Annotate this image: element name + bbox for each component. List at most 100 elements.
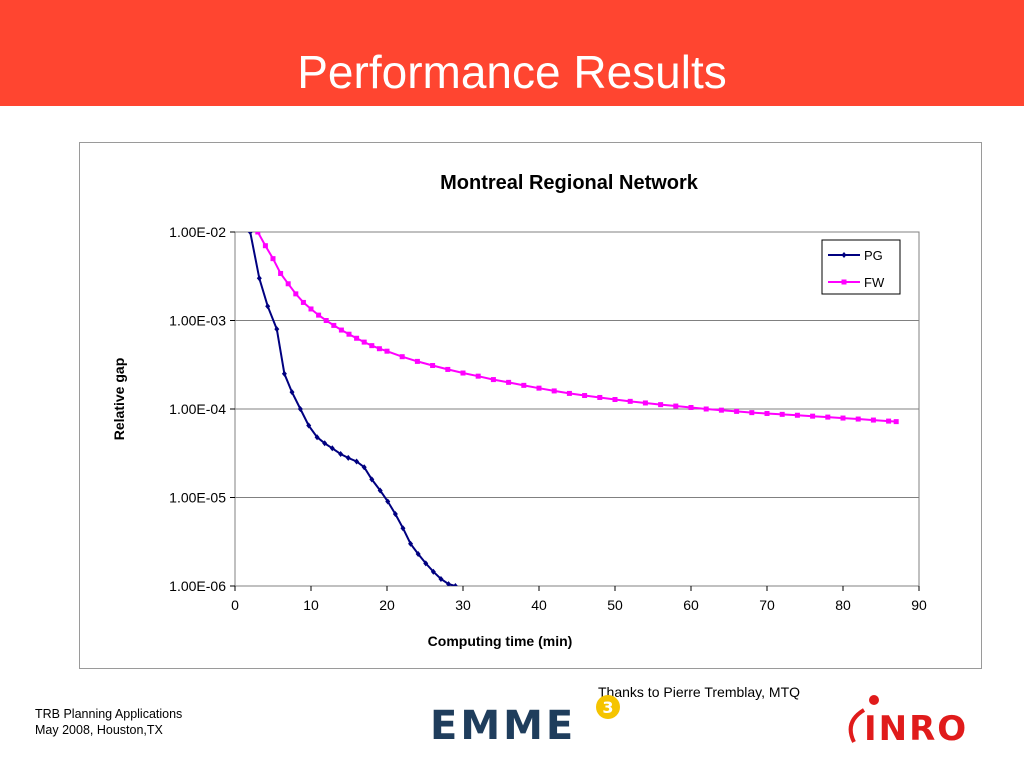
y-tick-label: 1.00E-02 bbox=[169, 224, 226, 240]
data-point-fw bbox=[255, 232, 261, 235]
data-point-fw bbox=[430, 363, 436, 369]
emme-badge-icon bbox=[596, 695, 620, 719]
data-point-pg bbox=[281, 370, 287, 377]
inro-logo: INRO bbox=[848, 695, 968, 748]
header-band bbox=[0, 0, 1024, 106]
data-point-fw bbox=[566, 390, 572, 396]
data-point-pg bbox=[306, 422, 312, 429]
data-point-pg bbox=[247, 232, 253, 235]
x-tick-label: 0 bbox=[231, 597, 239, 613]
data-point-pg bbox=[423, 560, 429, 567]
data-point-fw bbox=[582, 393, 588, 399]
data-point-fw bbox=[399, 354, 405, 360]
data-point-pg bbox=[256, 275, 262, 282]
data-point-fw bbox=[810, 413, 816, 419]
emme-badge-text: 3 bbox=[602, 698, 613, 717]
data-point-fw bbox=[323, 318, 329, 323]
data-point-fw bbox=[703, 406, 709, 412]
inro-swoosh-icon bbox=[848, 708, 866, 743]
x-tick-label: 60 bbox=[683, 597, 699, 613]
data-point-fw bbox=[354, 335, 360, 341]
legend-box bbox=[821, 239, 901, 295]
emme-logo: EMME 3 bbox=[430, 695, 620, 746]
data-point-fw bbox=[384, 348, 390, 354]
data-point-fw bbox=[262, 243, 268, 249]
data-point-fw bbox=[285, 281, 291, 287]
data-point-fw bbox=[316, 312, 322, 318]
data-point-pg bbox=[400, 525, 406, 532]
series-fw bbox=[255, 232, 899, 425]
legend-marker-pg bbox=[841, 252, 847, 258]
data-point-fw bbox=[414, 358, 420, 364]
data-point-pg bbox=[265, 303, 271, 310]
data-point-fw bbox=[475, 373, 481, 379]
data-point-fw bbox=[551, 388, 557, 394]
y-axis-label: Relative gap bbox=[111, 358, 127, 440]
footer-line-1: TRB Planning Applications bbox=[35, 707, 183, 721]
data-point-fw bbox=[338, 327, 344, 333]
data-point-fw bbox=[734, 408, 740, 414]
data-point-pg bbox=[297, 406, 303, 412]
data-point-pg bbox=[415, 550, 421, 557]
data-point-fw bbox=[886, 418, 892, 424]
data-point-fw bbox=[688, 404, 694, 410]
x-tick-label: 70 bbox=[759, 597, 775, 613]
slide-title: Performance Results bbox=[297, 46, 727, 98]
data-point-fw bbox=[779, 411, 785, 417]
data-point-fw bbox=[612, 397, 618, 403]
data-point-pg bbox=[314, 434, 320, 441]
footer-line-2: May 2008, Houston,TX bbox=[35, 723, 163, 737]
data-point-pg bbox=[361, 464, 367, 471]
data-point-fw bbox=[658, 402, 664, 408]
series-line-fw bbox=[256, 232, 897, 423]
credit-text: Thanks to Pierre Tremblay, MTQ bbox=[598, 684, 801, 700]
x-tick-label: 80 bbox=[835, 597, 851, 613]
data-point-pg bbox=[446, 581, 452, 586]
data-point-fw bbox=[673, 403, 679, 409]
y-tick-label: 1.00E-03 bbox=[169, 313, 226, 329]
data-point-fw bbox=[893, 419, 899, 425]
data-point-fw bbox=[369, 343, 375, 349]
data-point-fw bbox=[331, 322, 337, 328]
x-axis-label: Computing time (min) bbox=[428, 633, 573, 649]
data-point-pg bbox=[377, 487, 383, 494]
data-point-fw bbox=[536, 385, 542, 391]
data-point-pg bbox=[430, 568, 436, 575]
data-point-fw bbox=[764, 410, 770, 416]
x-tick-label: 50 bbox=[607, 597, 623, 613]
x-tick-label: 30 bbox=[455, 597, 471, 613]
data-point-fw bbox=[627, 398, 633, 404]
data-point-pg bbox=[345, 454, 351, 461]
x-tick-label: 20 bbox=[379, 597, 395, 613]
chart-title: Montreal Regional Network bbox=[440, 172, 699, 194]
data-point-fw bbox=[300, 299, 306, 305]
data-point-pg bbox=[274, 326, 280, 333]
emme-logo-text: EMME bbox=[430, 703, 576, 746]
x-tick-label: 90 bbox=[911, 597, 927, 613]
data-point-fw bbox=[346, 331, 352, 337]
data-point-fw bbox=[597, 394, 603, 400]
data-point-pg bbox=[322, 440, 328, 447]
data-point-fw bbox=[855, 416, 861, 422]
data-point-pg bbox=[354, 458, 360, 465]
data-point-fw bbox=[376, 346, 382, 352]
chart-frame: Montreal Regional Network 1.00E-02 1.00E-0… bbox=[79, 142, 982, 669]
chart-svg: Montreal Regional Network 1.00E-02 1.00E-0… bbox=[111, 172, 927, 649]
y-tick-label: 1.00E-04 bbox=[169, 401, 226, 417]
data-point-fw bbox=[794, 412, 800, 418]
data-point-fw bbox=[490, 377, 496, 383]
inro-dot-icon bbox=[869, 695, 879, 705]
series-pg bbox=[247, 232, 458, 586]
data-point-pg bbox=[438, 575, 444, 582]
data-point-pg bbox=[408, 540, 414, 547]
inro-logo-text: INRO bbox=[864, 709, 968, 748]
data-point-fw bbox=[840, 415, 846, 421]
data-point-fw bbox=[293, 291, 299, 297]
legend-label-fw: FW bbox=[864, 275, 885, 290]
data-point-fw bbox=[749, 410, 755, 416]
data-point-pg bbox=[329, 445, 335, 452]
data-point-pg bbox=[452, 583, 458, 586]
data-point-fw bbox=[308, 306, 314, 312]
data-point-pg bbox=[369, 476, 375, 483]
data-point-fw bbox=[642, 400, 648, 406]
